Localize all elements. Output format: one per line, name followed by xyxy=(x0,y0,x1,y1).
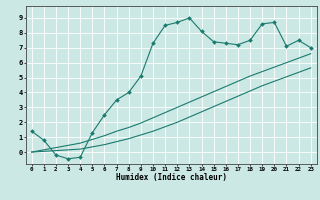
X-axis label: Humidex (Indice chaleur): Humidex (Indice chaleur) xyxy=(116,173,227,182)
